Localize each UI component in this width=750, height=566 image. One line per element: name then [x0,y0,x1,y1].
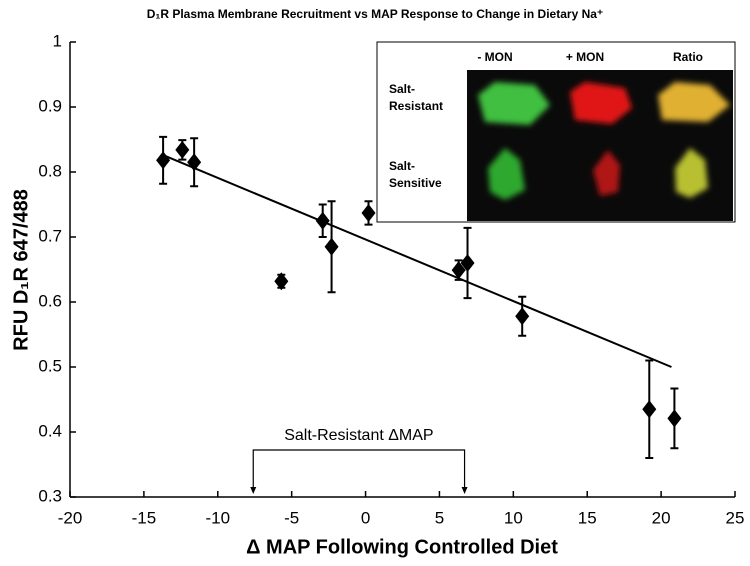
x-tick-label: 25 [726,508,745,527]
x-tick-label: -5 [284,508,299,527]
x-tick-label: 20 [652,508,671,527]
inset-row-label: Salt- [389,82,415,96]
inset-column-label: Ratio [673,50,703,64]
fit-line [162,154,672,368]
x-axis-label: Δ MAP Following Controlled Diet [246,536,558,558]
x-tick-label: 5 [435,508,444,527]
y-tick-label: 0.4 [38,421,62,440]
cell [478,82,550,125]
inset-row-label: Resistant [389,99,443,113]
y-axis-label: RFU D₁R 647/488 [10,189,32,351]
cell [570,82,632,124]
data-point [451,261,466,280]
y-tick-label: 0.9 [38,96,62,115]
x-tick-label: 10 [504,508,523,527]
annotation-arrow [461,487,468,494]
x-tick-label: -10 [205,508,230,527]
y-tick-label: 0.8 [38,161,62,180]
data-point [667,409,682,428]
data-point [156,151,171,170]
annotation-bracket [252,449,466,491]
cell [658,82,730,122]
cell [488,148,525,200]
annotation-text: Salt-Resistant ΔMAP [284,427,433,444]
cell [593,150,620,196]
data-point [175,140,190,159]
annotation-arrow [250,487,257,494]
data-point [642,400,657,419]
x-tick-label: -15 [132,508,157,527]
inset-column-label: + MON [566,50,604,64]
inset [376,41,736,223]
data-point [274,272,289,291]
data-point [460,254,475,272]
data-point [515,307,530,326]
data-point [315,211,330,230]
x-tick-label: -20 [58,508,83,527]
chart-title: D₁R Plasma Membrane Recruitment vs MAP R… [147,7,604,21]
cell [675,148,708,198]
y-tick-label: 1 [53,31,62,50]
y-tick-label: 0.3 [38,486,62,505]
data-point [187,153,202,172]
x-tick-label: 0 [361,508,370,527]
data-point [324,237,339,256]
y-tick-label: 0.5 [38,356,62,375]
inset-column-label: - MON [477,50,512,64]
inset-row-label: Salt- [389,159,415,173]
x-tick-label: 15 [578,508,597,527]
y-tick-label: 0.6 [38,291,62,310]
inset-cells [478,82,730,200]
y-tick-label: 0.7 [38,226,62,245]
data-point [361,203,376,222]
inset-row-label: Sensitive [389,176,442,190]
